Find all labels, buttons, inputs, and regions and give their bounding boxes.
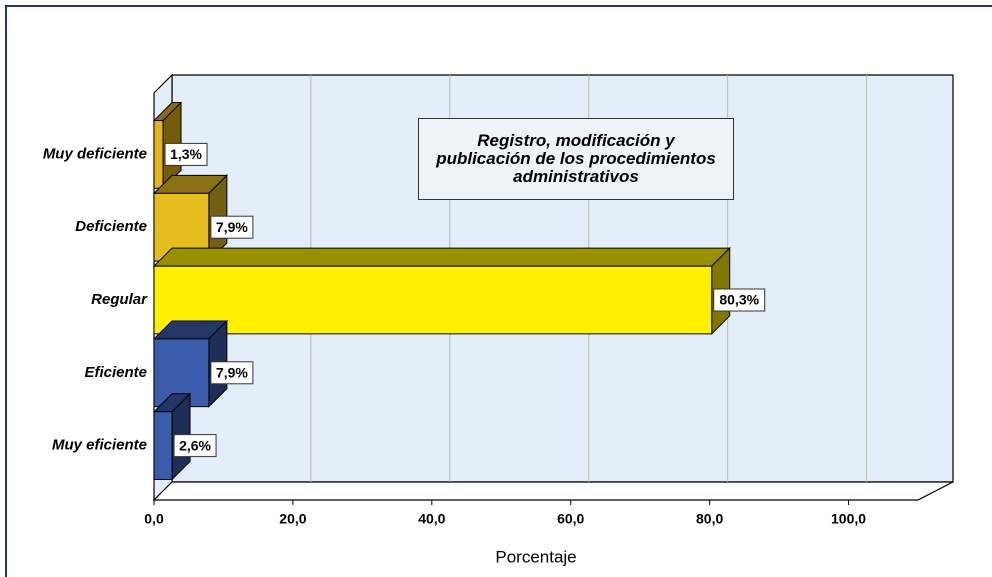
x-axis-label: Porcentaje	[495, 547, 576, 566]
x-tick-label: 100,0	[831, 511, 866, 527]
value-label: 7,9%	[216, 219, 248, 235]
value-label-box	[164, 142, 208, 166]
chart-title: Registro, modificación y publicación de …	[418, 118, 734, 200]
x-tick-label: 40,0	[418, 511, 445, 527]
bar	[152, 392, 192, 481]
value-label: 7,9%	[216, 365, 248, 381]
floor	[152, 481, 954, 501]
bar	[152, 246, 731, 336]
value-label: 80,3%	[719, 292, 759, 308]
value-label-box	[713, 288, 766, 312]
y-tick-label: Deficiente	[75, 218, 147, 235]
value-label-box	[210, 361, 254, 385]
y-tick-label: Muy eficiente	[52, 437, 147, 454]
bar-front	[153, 411, 173, 480]
y-tick-label: Muy deficiente	[43, 145, 147, 162]
x-tick-label: 0,0	[144, 511, 164, 527]
bar-front	[153, 265, 713, 335]
x-tick-label: 80,0	[696, 511, 723, 527]
bar-top	[152, 247, 731, 267]
y-tick-label: Regular	[91, 291, 148, 308]
y-tick-label: Eficiente	[84, 364, 147, 381]
value-label: 1,3%	[170, 146, 202, 162]
x-tick-label: 20,0	[279, 511, 306, 527]
value-label-box	[210, 215, 254, 239]
value-label-box	[173, 434, 217, 458]
bar-front	[153, 120, 164, 189]
value-label: 2,6%	[179, 437, 211, 453]
x-tick-label: 60,0	[557, 511, 584, 527]
